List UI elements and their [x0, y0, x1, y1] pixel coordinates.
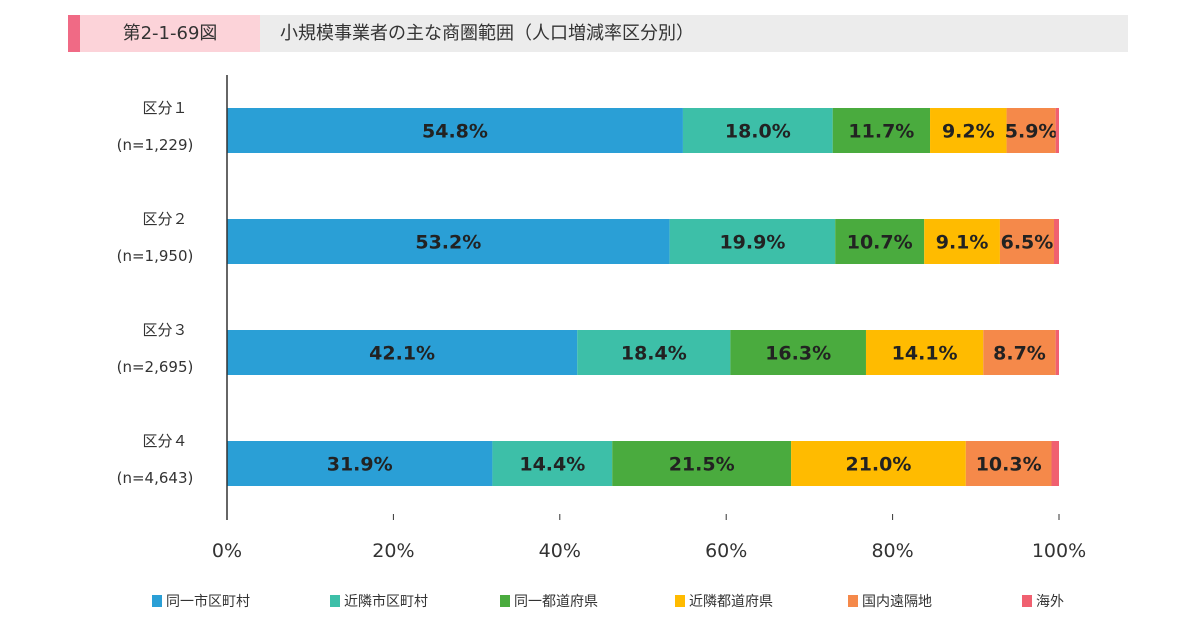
data-label: 31.9% — [327, 454, 393, 476]
x-tick-label: 0% — [212, 540, 242, 562]
legend-label: 同一都道府県 — [514, 594, 598, 610]
data-label: 11.7% — [848, 121, 914, 143]
bar-segment — [492, 441, 613, 486]
header-accent — [68, 15, 80, 52]
category-n-label: (n=1,950) — [117, 247, 194, 265]
legend-swatch — [500, 595, 510, 607]
bar-segment — [965, 441, 1052, 486]
data-label: 14.4% — [519, 454, 585, 476]
legend-label: 海外 — [1036, 594, 1064, 610]
data-label: 53.2% — [415, 232, 481, 254]
bar-segment — [865, 330, 984, 375]
data-label: 5.9% — [1005, 121, 1058, 143]
bar-segment — [1055, 108, 1059, 153]
category-label: 区分２ — [142, 210, 187, 228]
bar-segment — [669, 219, 836, 264]
bar-segment — [791, 441, 966, 486]
category-label: 区分１ — [142, 99, 187, 117]
bar-segment — [682, 108, 833, 153]
legend-label: 近隣都道府県 — [689, 594, 773, 610]
bar-segment — [1051, 441, 1059, 486]
data-label: 6.5% — [1001, 232, 1054, 254]
legend-label: 近隣市区町村 — [344, 593, 428, 610]
category-n-label: (n=2,695) — [117, 358, 194, 376]
data-label: 16.3% — [765, 343, 831, 365]
category-label: 区分３ — [142, 321, 187, 339]
bar-segment — [227, 219, 670, 264]
data-label: 10.3% — [976, 454, 1042, 476]
chart-title: 小規模事業者の主な商圏範囲（人口増減率区分別） — [280, 23, 694, 44]
data-label: 42.1% — [369, 343, 435, 365]
bar-segment — [227, 441, 493, 486]
legend-label: 同一市区町村 — [166, 593, 250, 610]
bar-segment — [1054, 219, 1059, 264]
bar-segment — [835, 219, 925, 264]
legend-swatch — [1022, 595, 1032, 607]
data-label: 8.7% — [993, 343, 1046, 365]
x-tick-label: 60% — [705, 540, 747, 562]
data-label: 18.0% — [725, 121, 791, 143]
data-label: 54.8% — [422, 121, 488, 143]
x-tick-label: 20% — [372, 540, 414, 562]
category-n-label: (n=4,643) — [117, 469, 194, 487]
data-label: 14.1% — [892, 343, 958, 365]
bar-segment — [930, 108, 1007, 153]
data-label: 18.4% — [621, 343, 687, 365]
bar-segment — [227, 330, 578, 375]
bar-segment — [924, 219, 1000, 264]
bar-segment — [1055, 330, 1059, 375]
figure-header: 第2-1-69図 小規模事業者の主な商圏範囲（人口増減率区分別） — [68, 15, 1128, 52]
bar-segment — [612, 441, 792, 486]
bar-segment — [832, 108, 931, 153]
bar-segment — [730, 330, 866, 375]
x-tick-label: 40% — [539, 540, 581, 562]
bar-segment — [1006, 108, 1056, 153]
legend-swatch — [675, 595, 685, 607]
bar-segment — [983, 330, 1056, 375]
bar-segment — [227, 108, 683, 153]
data-label: 10.7% — [847, 232, 913, 254]
x-tick-label: 80% — [871, 540, 913, 562]
figure-number: 第2-1-69図 — [80, 15, 260, 52]
data-label: 21.0% — [845, 454, 911, 476]
category-label: 区分４ — [142, 432, 187, 450]
bar-segment — [577, 330, 731, 375]
category-n-label: (n=1,229) — [117, 136, 194, 154]
data-label: 9.2% — [942, 121, 995, 143]
data-label: 19.9% — [719, 232, 785, 254]
x-tick-label: 100% — [1032, 540, 1086, 562]
bar-segment — [999, 219, 1055, 264]
legend-swatch — [330, 595, 340, 607]
legend-label: 国内遠隔地 — [862, 594, 932, 610]
data-label: 21.5% — [669, 454, 735, 476]
data-label: 9.1% — [936, 232, 989, 254]
legend-swatch — [848, 595, 858, 607]
legend-swatch — [152, 595, 162, 607]
